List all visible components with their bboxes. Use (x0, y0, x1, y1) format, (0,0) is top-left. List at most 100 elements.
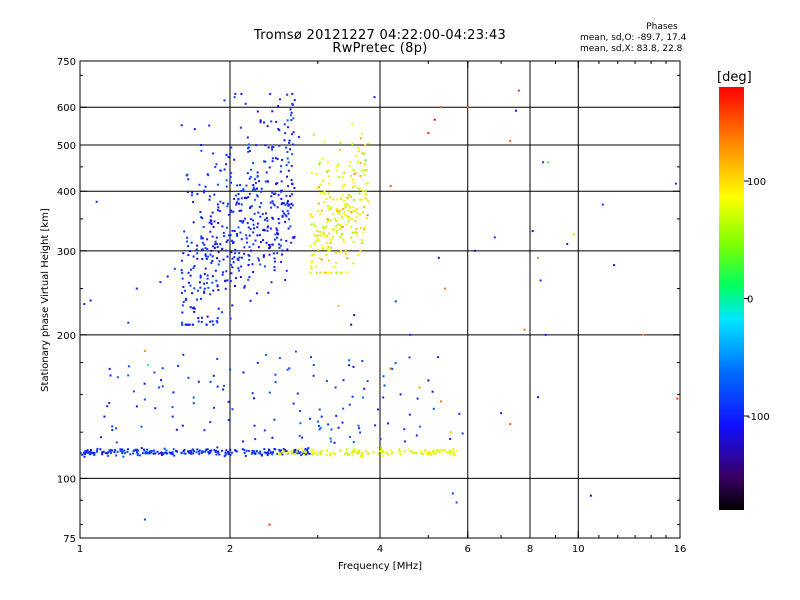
data-point (248, 276, 251, 279)
data-point (185, 297, 188, 300)
data-point (208, 198, 211, 201)
data-point (363, 206, 366, 209)
data-point (181, 424, 184, 427)
data-point (309, 417, 311, 420)
data-point (263, 229, 266, 232)
data-point (200, 297, 202, 300)
data-point (330, 246, 333, 249)
data-point (189, 306, 192, 309)
data-point (223, 99, 226, 102)
data-point (200, 320, 203, 323)
data-point (221, 273, 224, 276)
data-point (313, 452, 315, 455)
data-point (206, 238, 209, 241)
data-point (250, 249, 252, 252)
data-point (230, 172, 233, 175)
data-point (265, 212, 267, 215)
data-point (348, 453, 351, 456)
data-point (377, 408, 379, 411)
data-point (193, 287, 196, 290)
data-point (173, 454, 176, 457)
data-point (355, 208, 358, 211)
data-point (273, 193, 276, 196)
data-point (192, 306, 195, 309)
data-point (359, 455, 362, 458)
data-point (248, 150, 251, 152)
phase-stats-o: mean, sd,O: -89.7, 17.4 (580, 33, 687, 43)
data-point (337, 164, 340, 167)
data-point (263, 121, 265, 124)
data-point (240, 265, 243, 268)
data-point (346, 257, 349, 260)
data-point (281, 253, 283, 256)
data-point (390, 449, 393, 452)
data-point (271, 216, 274, 219)
data-point (363, 152, 366, 155)
data-point (258, 234, 261, 237)
data-point (292, 402, 295, 405)
data-point (373, 96, 376, 99)
data-point (311, 254, 314, 257)
data-point (247, 196, 250, 199)
data-point (291, 133, 293, 136)
data-point (281, 202, 284, 205)
data-point (431, 390, 434, 393)
data-point (216, 321, 219, 324)
data-point (345, 223, 348, 226)
data-point (351, 178, 354, 181)
data-point (143, 350, 146, 352)
data-point (247, 278, 250, 281)
data-point (278, 144, 281, 147)
data-point (361, 452, 364, 454)
data-point (182, 450, 185, 452)
phase-stats: Phases mean, sd,O: -89.7, 17.4 mean, sd,… (580, 22, 710, 55)
data-point (134, 448, 137, 451)
data-point (336, 198, 339, 201)
data-point (211, 320, 214, 323)
data-point (299, 410, 302, 412)
data-point (267, 146, 270, 149)
data-point (195, 451, 198, 454)
data-point (158, 452, 161, 455)
data-point (248, 192, 251, 195)
data-point (284, 220, 287, 223)
data-point (426, 453, 429, 456)
data-point (205, 448, 208, 451)
data-point (245, 197, 248, 200)
data-point (200, 235, 203, 238)
data-point (364, 225, 367, 228)
data-point (263, 448, 266, 451)
data-point (172, 391, 175, 394)
data-point (327, 208, 330, 211)
data-point (264, 354, 267, 356)
data-point (344, 205, 347, 208)
data-point (382, 451, 385, 454)
data-point (362, 231, 365, 234)
data-point (452, 450, 455, 453)
data-point (272, 146, 275, 149)
data-point (315, 271, 318, 274)
data-point (355, 172, 358, 175)
data-point (415, 434, 418, 437)
phase-stats-x: mean, sd,X: 83.8, 22.8 (580, 44, 683, 54)
data-point (230, 272, 233, 275)
data-point (358, 450, 361, 453)
data-point (287, 204, 290, 207)
data-point (398, 450, 401, 453)
data-point (357, 150, 360, 153)
data-point (268, 166, 271, 169)
data-point (256, 195, 259, 198)
data-point (334, 218, 337, 221)
data-point (381, 451, 384, 453)
data-point (182, 285, 185, 288)
data-point (318, 408, 321, 411)
data-point (212, 152, 215, 155)
data-point (217, 307, 220, 310)
data-point (408, 356, 411, 359)
data-point (326, 449, 329, 452)
data-point (329, 454, 332, 457)
data-point (274, 381, 277, 384)
data-point (327, 423, 330, 426)
data-point (235, 277, 238, 280)
data-point (391, 451, 394, 454)
